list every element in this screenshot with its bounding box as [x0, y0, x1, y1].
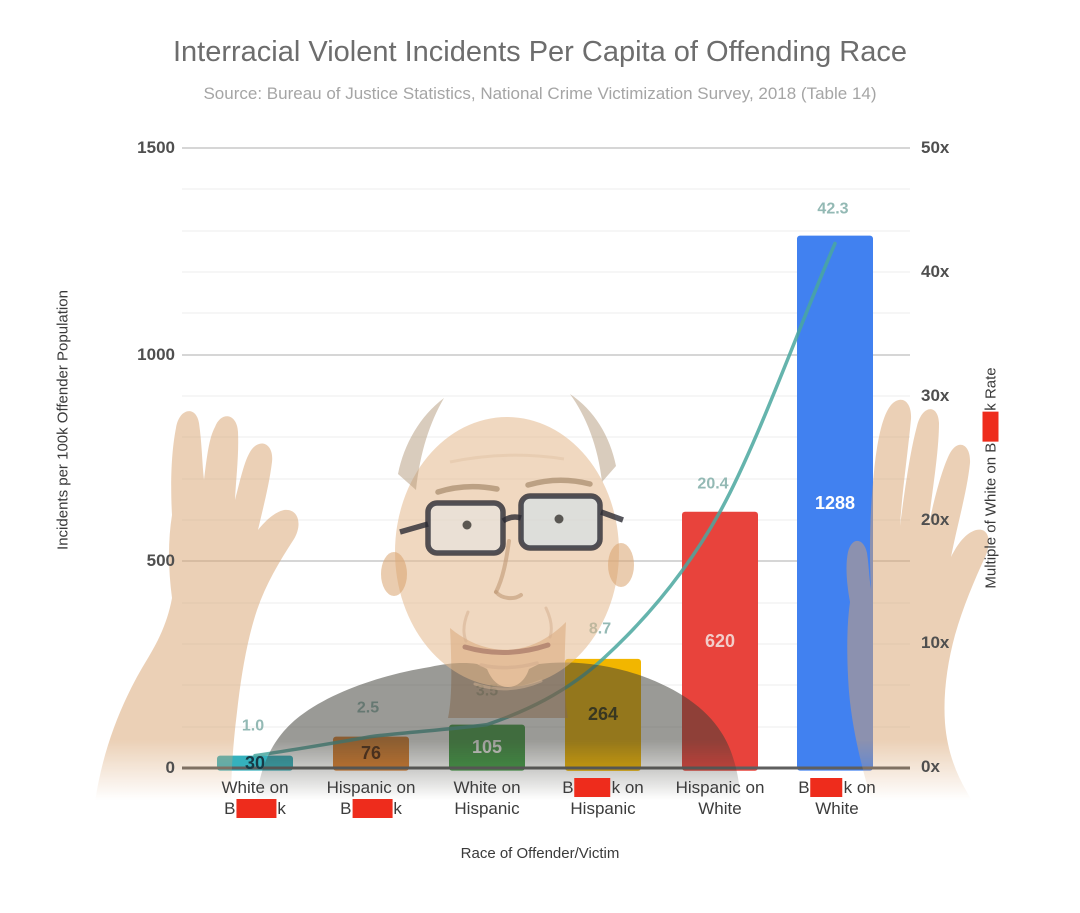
censor-box: [236, 799, 277, 818]
hair-left: [398, 398, 444, 490]
cheek-folds: [462, 606, 553, 643]
left-axis-title: Incidents per 100k Offender Population: [54, 290, 72, 550]
bar-value-label: 30: [245, 753, 265, 773]
mouth: [462, 642, 551, 655]
chart-title: Interracial Violent Incidents Per Capita…: [172, 36, 908, 68]
line-value-label: 1.0: [242, 718, 264, 735]
shirt: [256, 662, 741, 802]
bar-value-label: 1288: [815, 493, 855, 513]
x-axis-title: Race of Offender/Victim: [460, 845, 620, 862]
ear-right: [608, 543, 634, 587]
censor-box: [810, 778, 843, 797]
right-axis-tick: 20x: [921, 510, 950, 529]
chin-crease: [473, 679, 543, 691]
left-axis-tick: 500: [146, 551, 175, 570]
left-axis-tick: 1500: [137, 138, 175, 157]
person-overlay: [95, 394, 989, 802]
right-axis-title-post: k Rate: [982, 367, 1000, 411]
nose: [494, 539, 523, 601]
hair-right: [570, 394, 616, 482]
line-value-label: 42.3: [817, 201, 848, 218]
x-label-hispanic-on-white: Hispanic on White: [675, 778, 765, 818]
bar-value-label: 620: [705, 631, 735, 651]
right-axis-tick: 0x: [921, 757, 940, 776]
lower-lip-shadow: [479, 661, 539, 670]
right-axis-tick: 10x: [921, 633, 950, 652]
censor-box: [352, 799, 393, 818]
right-hand: [846, 399, 989, 802]
right-axis-title: Multiple of White on B k Rate: [982, 367, 1000, 589]
x-label-white-on-hispanic: White on Hispanic: [453, 778, 521, 818]
right-axis-title-pre: Multiple of White on B: [982, 442, 1000, 589]
chart-subtitle: Source: Bureau of Justice Statistics, Na…: [203, 84, 877, 103]
bar-hispanic-on-white: [682, 511, 758, 771]
ear-left: [381, 552, 407, 596]
eyebrows: [435, 477, 593, 495]
censor-box: [574, 778, 611, 797]
left-axis-tick: 0: [165, 758, 175, 777]
left-axis-tick: 1000: [137, 345, 175, 364]
eyes: [462, 514, 564, 530]
line-value-label: 20.4: [697, 476, 728, 493]
right-axis-tick: 30x: [921, 386, 950, 405]
forehead-wrinkle: [449, 453, 565, 464]
left-hand: [95, 411, 299, 802]
right-axis-tick: 50x: [921, 138, 950, 157]
censor-box: [982, 411, 999, 442]
right-axis-tick: 40x: [921, 262, 950, 281]
